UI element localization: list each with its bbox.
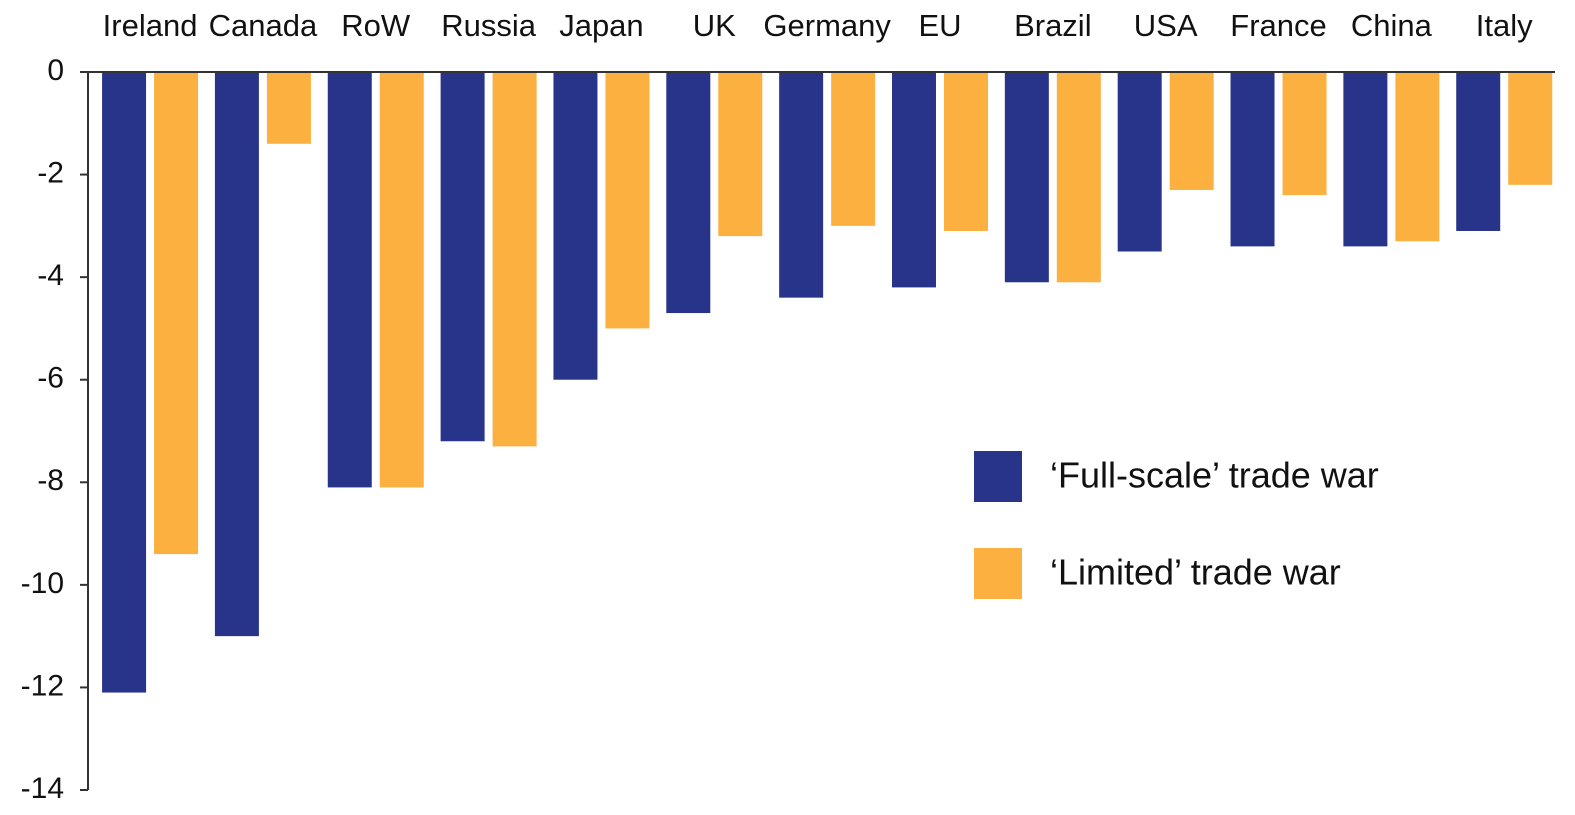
x-tick-label: Russia: [441, 8, 537, 43]
y-tick-label: -14: [21, 772, 64, 805]
bar: [666, 72, 711, 314]
legend-swatch: [974, 451, 1022, 502]
y-tick-label: -4: [37, 259, 64, 292]
x-tick-label: Japan: [559, 8, 643, 43]
x-tick-label: France: [1230, 8, 1326, 43]
bar: [553, 72, 598, 380]
x-tick-label: Ireland: [103, 8, 198, 43]
bar: [102, 72, 147, 693]
legend-swatch: [974, 548, 1022, 599]
bar: [1395, 72, 1440, 242]
y-tick-label: -8: [37, 464, 64, 497]
bar: [1169, 72, 1214, 190]
x-tick-label: Brazil: [1014, 8, 1092, 43]
legend-label: ‘Full-scale’ trade war: [1050, 455, 1379, 496]
legend-label: ‘Limited’ trade war: [1050, 552, 1341, 593]
y-tick-label: -2: [37, 156, 64, 189]
bar: [1230, 72, 1275, 247]
x-tick-label: Italy: [1476, 8, 1533, 43]
bar: [1056, 72, 1101, 283]
y-tick-label: -10: [21, 567, 64, 600]
bar: [1117, 72, 1162, 252]
bar: [831, 72, 876, 226]
x-tick-label: China: [1351, 8, 1433, 43]
x-tick-label: UK: [693, 8, 736, 43]
y-tick-label: -12: [21, 669, 64, 702]
x-tick-label: USA: [1134, 8, 1198, 43]
bar: [943, 72, 988, 231]
x-tick-label: RoW: [341, 8, 411, 43]
bar: [1456, 72, 1501, 231]
x-tick-label: Canada: [209, 8, 318, 43]
bar: [214, 72, 259, 637]
bar: [1508, 72, 1553, 185]
bar: [779, 72, 824, 298]
y-tick-label: -6: [37, 362, 64, 395]
x-tick-label: Germany: [763, 8, 891, 43]
bar: [154, 72, 199, 555]
y-tick-label: 0: [47, 54, 64, 87]
bar: [718, 72, 763, 237]
bar: [1282, 72, 1327, 196]
bar: [266, 72, 311, 144]
bar: [891, 72, 936, 288]
x-tick-label: EU: [918, 8, 961, 43]
bar: [492, 72, 537, 447]
bar: [327, 72, 372, 488]
bar: [1343, 72, 1388, 247]
bar: [440, 72, 485, 442]
bar: [605, 72, 650, 329]
bar: [379, 72, 424, 488]
bar: [1004, 72, 1049, 283]
